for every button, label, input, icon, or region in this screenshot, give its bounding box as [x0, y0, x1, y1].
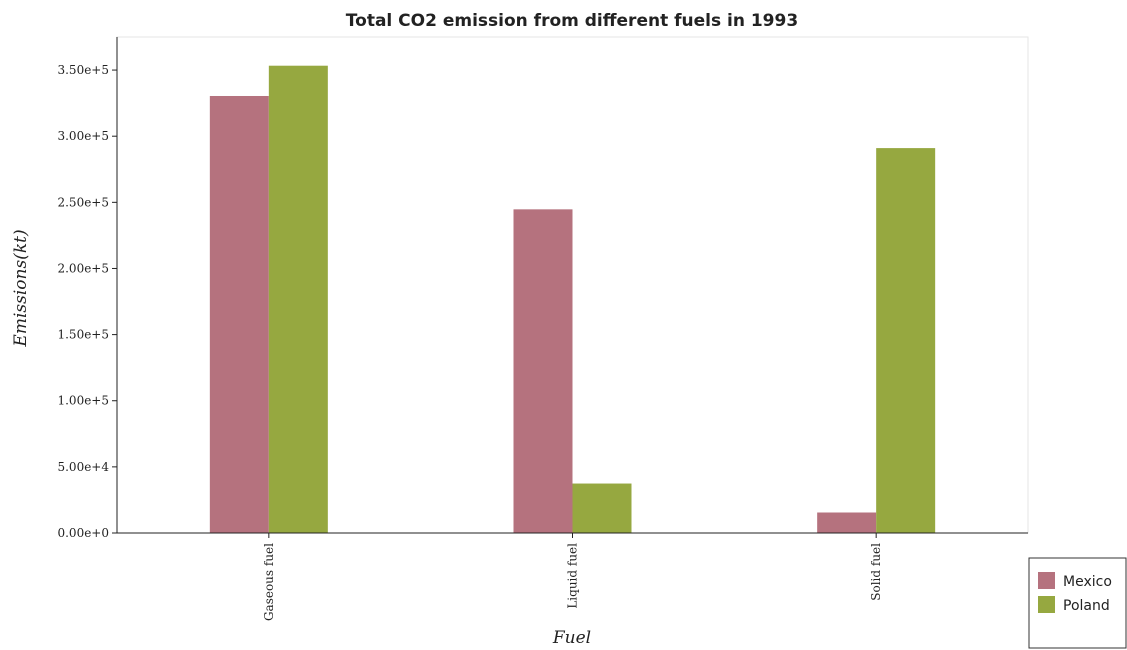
x-tick-label: Liquid fuel	[566, 543, 580, 609]
y-tick-label: 1.00e+5	[57, 394, 109, 408]
bar-mexico-solid-fuel	[817, 512, 877, 533]
y-tick-label: 2.00e+5	[57, 261, 109, 275]
bar-poland-gaseous-fuel	[268, 65, 328, 533]
y-tick-label: 3.00e+5	[57, 129, 109, 143]
y-tick-label: 3.50e+5	[57, 63, 109, 77]
legend: Mexico Poland	[1028, 557, 1127, 649]
bar-mexico-gaseous-fuel	[209, 95, 269, 533]
x-tick-label: Solid fuel	[869, 543, 883, 601]
y-tick-label: 0.00e+0	[57, 526, 109, 540]
bar-mexico-liquid-fuel	[513, 209, 573, 534]
y-tick-label: 2.50e+5	[57, 195, 109, 209]
bar-poland-liquid-fuel	[572, 483, 632, 533]
x-axis: Gaseous fuel Liquid fuel Solid fuel	[117, 532, 1028, 621]
y-axis-label: Emissions(kt)	[11, 229, 31, 347]
bar-poland-solid-fuel	[876, 148, 936, 533]
chart-title: Total CO2 emission from different fuels …	[346, 11, 798, 31]
y-tick-label: 1.50e+5	[57, 328, 109, 342]
plot-area	[116, 36, 1029, 534]
x-tick-label: Gaseous fuel	[262, 543, 276, 621]
legend-label-mexico: Mexico	[1063, 574, 1112, 590]
legend-swatch-mexico	[1038, 572, 1055, 589]
legend-swatch-poland	[1038, 596, 1055, 613]
legend-label-poland: Poland	[1063, 598, 1110, 614]
y-tick-label: 5.00e+4	[57, 460, 109, 474]
y-axis: 0.00e+0 5.00e+4 1.00e+5 1.50e+5 2.00e+5 2.50e…	[57, 37, 118, 540]
x-axis-label: Fuel	[552, 628, 591, 648]
